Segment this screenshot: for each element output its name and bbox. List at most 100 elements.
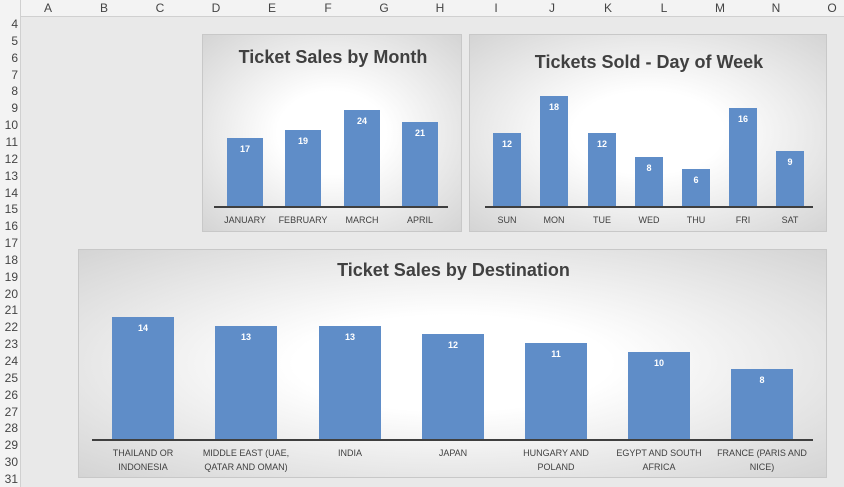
row-header[interactable]: 19 bbox=[4, 269, 18, 284]
data-label: 13 bbox=[240, 331, 251, 342]
row-header[interactable]: 4 bbox=[11, 17, 18, 31]
row-header[interactable]: 23 bbox=[4, 337, 18, 352]
category-label: THAILAND OR INDONESIA bbox=[112, 448, 174, 472]
category-label: TUE bbox=[593, 215, 611, 225]
column-header[interactable]: I bbox=[494, 1, 498, 15]
column-header[interactable]: J bbox=[549, 1, 555, 15]
data-label: 9 bbox=[787, 157, 793, 167]
row-header[interactable]: 26 bbox=[4, 387, 18, 402]
data-label: 13 bbox=[344, 331, 355, 342]
row-header[interactable]: 11 bbox=[5, 134, 18, 149]
row-header[interactable]: 16 bbox=[4, 219, 18, 234]
data-label: 12 bbox=[596, 138, 607, 149]
chart[interactable]: Tickets Sold - Day of Week 12 SUN 18 MON 12 TU… bbox=[469, 34, 827, 232]
row-header[interactable]: 12 bbox=[4, 151, 18, 166]
data-label: 12 bbox=[447, 340, 458, 351]
row-header[interactable]: 18 bbox=[4, 252, 18, 267]
row-header[interactable]: 5 bbox=[11, 33, 18, 48]
row-header[interactable]: 17 bbox=[4, 236, 18, 251]
bar bbox=[635, 157, 663, 206]
category-label: SAT bbox=[781, 215, 799, 225]
row-header[interactable]: 13 bbox=[4, 168, 18, 183]
data-label: 19 bbox=[297, 136, 308, 146]
row-header[interactable]: 8 bbox=[11, 84, 18, 99]
row-header[interactable]: 27 bbox=[4, 404, 18, 419]
column-header[interactable]: N bbox=[771, 1, 781, 15]
category-label: JAPAN bbox=[438, 448, 468, 458]
data-label: 16 bbox=[737, 114, 748, 125]
chart-title: Ticket Sales by Month bbox=[238, 47, 428, 67]
column-header-bar bbox=[0, 0, 844, 17]
row-header[interactable]: 14 bbox=[4, 185, 18, 200]
column-header[interactable]: M bbox=[715, 1, 725, 15]
axis-line bbox=[92, 439, 813, 441]
column-header[interactable]: C bbox=[155, 1, 165, 15]
row-header[interactable]: 10 bbox=[4, 118, 18, 133]
column-header[interactable]: D bbox=[211, 1, 221, 15]
row-header[interactable]: 21 bbox=[4, 303, 18, 318]
bar bbox=[588, 132, 616, 206]
bar bbox=[112, 317, 174, 439]
bar bbox=[402, 122, 438, 206]
bar bbox=[215, 325, 277, 439]
bar bbox=[731, 369, 793, 439]
category-label: FRANCE (PARIS AND NICE) bbox=[717, 448, 807, 472]
data-label: 24 bbox=[356, 116, 367, 126]
chart-title: Tickets Sold - Day of Week bbox=[534, 52, 764, 72]
bar bbox=[776, 151, 804, 206]
data-label: 12 bbox=[501, 138, 512, 149]
category-label: MON bbox=[543, 215, 565, 225]
column-header[interactable]: H bbox=[435, 1, 445, 15]
bar bbox=[682, 169, 710, 206]
category-label: MIDDLE EAST (UAE, QATAR AND OMAN) bbox=[202, 448, 290, 472]
data-label: 14 bbox=[137, 323, 148, 333]
row-header[interactable]: 15 bbox=[4, 202, 18, 217]
bar bbox=[729, 108, 757, 206]
axis-line bbox=[485, 206, 813, 208]
column-header[interactable]: A bbox=[43, 1, 52, 15]
bar bbox=[344, 110, 380, 206]
data-label: 10 bbox=[653, 357, 664, 368]
bar bbox=[285, 130, 321, 206]
category-label: MARCH bbox=[345, 215, 379, 225]
category-label: INDIA bbox=[337, 448, 362, 458]
row-header[interactable]: 6 bbox=[11, 50, 18, 65]
data-label: 8 bbox=[646, 163, 652, 174]
data-label: 17 bbox=[239, 144, 250, 154]
data-label: 8 bbox=[759, 375, 765, 386]
row-header[interactable]: 29 bbox=[4, 438, 18, 453]
row-header[interactable]: 9 bbox=[11, 101, 18, 116]
category-label: WED bbox=[638, 215, 660, 225]
chart[interactable]: Ticket Sales by Destination 14 THAILAND OR… bbox=[78, 249, 827, 478]
data-label: 18 bbox=[548, 102, 559, 112]
chart-title: Ticket Sales by Destination bbox=[337, 260, 570, 280]
bar bbox=[227, 138, 263, 206]
column-header[interactable]: L bbox=[660, 1, 668, 15]
column-header[interactable]: E bbox=[267, 1, 276, 15]
row-header[interactable]: 20 bbox=[4, 286, 18, 301]
category-label: APRIL bbox=[406, 215, 433, 225]
column-header[interactable]: F bbox=[324, 1, 332, 15]
category-label: THU bbox=[686, 215, 706, 225]
row-header[interactable]: 25 bbox=[4, 370, 18, 385]
category-label: EGYPT AND SOUTH AFRICA bbox=[616, 448, 702, 472]
bar bbox=[422, 334, 484, 439]
row-header[interactable]: 22 bbox=[4, 320, 18, 335]
category-label: HUNGARY AND POLAND bbox=[523, 448, 589, 472]
row-header[interactable]: 7 bbox=[11, 67, 18, 82]
category-label: SUN bbox=[497, 215, 517, 225]
row-header[interactable]: 31 bbox=[4, 471, 18, 486]
row-header[interactable]: 28 bbox=[4, 421, 18, 436]
chart[interactable]: Ticket Sales by Month 17 JANUARY 19 FEBRUARY… bbox=[202, 34, 462, 232]
data-label: 6 bbox=[693, 175, 699, 186]
column-header[interactable]: O bbox=[827, 1, 837, 15]
column-header[interactable]: B bbox=[99, 1, 108, 15]
category-label: FEBRUARY bbox=[278, 215, 328, 225]
bar bbox=[319, 325, 381, 439]
column-header[interactable]: G bbox=[379, 1, 389, 15]
column-header[interactable]: K bbox=[603, 1, 612, 15]
row-header[interactable]: 30 bbox=[4, 455, 18, 470]
row-header[interactable]: 24 bbox=[4, 354, 18, 368]
bar bbox=[540, 96, 568, 206]
